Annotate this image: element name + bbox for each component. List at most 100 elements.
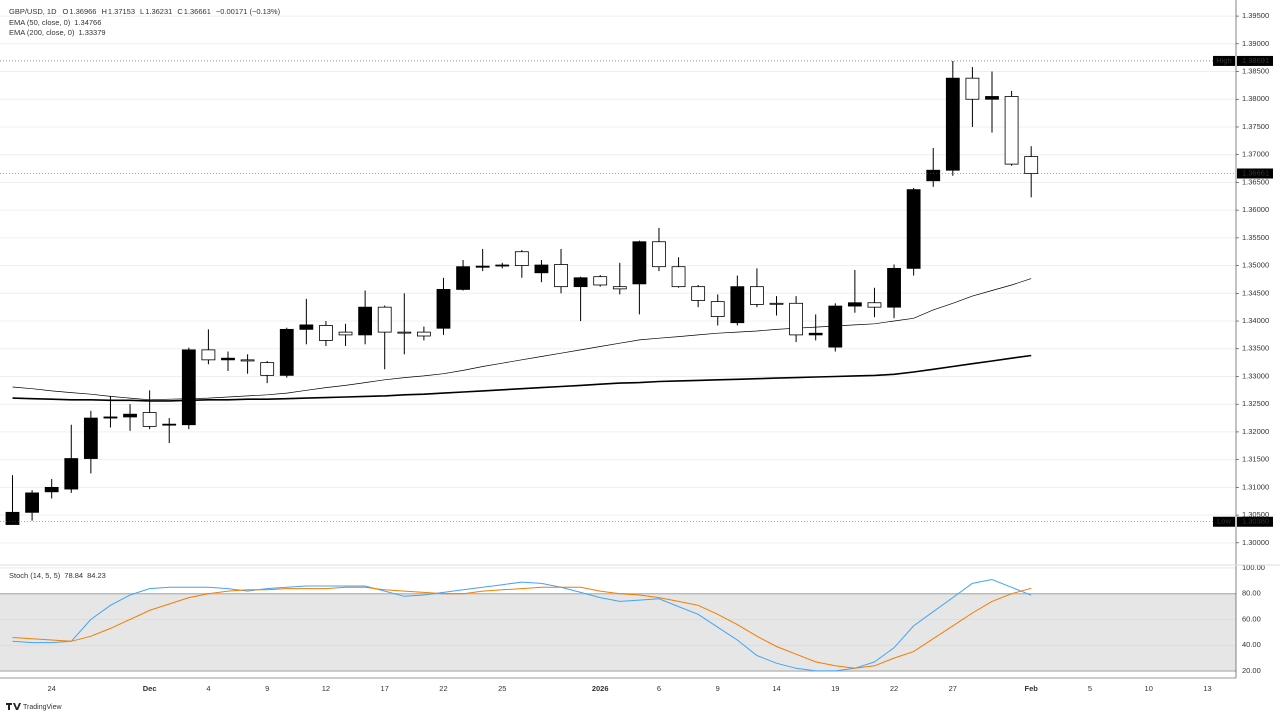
watermark-text: TradingView [23,704,62,711]
x-tick-label: 10 [1145,684,1153,693]
candle-body [416,331,431,337]
candle-body [710,301,725,317]
y-tick-label: 1.38500 [1242,67,1269,76]
marker-value-tag [1237,55,1273,66]
candle-body [612,286,627,290]
candle-body [142,412,157,427]
candle-body [319,325,333,341]
x-tick-label: 19 [831,684,839,693]
candle-body [162,423,177,426]
candle-body [475,265,490,268]
logo [6,703,21,710]
candle-body [593,276,608,286]
marker-label: Low [1217,517,1231,526]
candle-body [632,241,647,285]
candle-body [221,357,235,361]
candle-body [338,331,353,336]
candle-body [397,331,412,334]
last-price-tag [1237,168,1273,179]
candle-body [887,267,901,308]
x-tick-label: 14 [772,684,780,693]
ohlc-value: 1.36661 [184,7,211,16]
candle-body [44,486,59,493]
y-tick-label: 1.30000 [1242,538,1269,547]
legend-name: EMA (200, close, 0) [9,28,75,37]
marker-label: High [1216,56,1231,65]
x-tick-label: 25 [498,684,506,693]
candle-body [299,324,314,330]
candle-body [554,264,568,288]
y-tick-label: 80.00 [1242,589,1261,598]
candle-body [534,264,549,274]
candle-body [985,96,999,100]
symbol: GBP/USD, 1D [9,7,57,16]
y-tick-label: 100.00 [1242,563,1265,572]
ohlc-key: L [140,7,144,16]
candle-body [5,511,20,525]
watermark: TradingView [6,703,62,711]
y-tick-label: 20.00 [1242,666,1261,675]
ohlc-value: 1.37153 [108,7,135,16]
change: −0.00171 (−0.13%) [216,7,281,16]
x-tick-label: 4 [206,684,210,693]
indicator-value: 78.84 [64,571,83,580]
y-tick-label: 1.32000 [1242,427,1269,436]
x-tick-label: 9 [716,684,720,693]
candle-body [828,305,843,348]
candle-body [123,413,137,418]
legend-value: 1.33379 [78,28,105,37]
x-tick-label: 12 [322,684,330,693]
candle-body [847,302,862,307]
candle-body [691,286,706,301]
legend-value: 1.34766 [74,18,101,27]
indicator-title: Stoch (14, 5, 5) [9,571,61,580]
candle-body [25,492,39,513]
candle-body [769,302,784,305]
x-tick-label: 13 [1203,684,1211,693]
x-tick-label: 24 [48,684,56,693]
candle-body [808,332,823,336]
candle-body [181,349,196,426]
ohlc-key: O [63,7,69,16]
marker-value-tag [1237,516,1273,527]
y-tick-label: 1.33500 [1242,344,1269,353]
candle-body [906,189,921,269]
candle-body [750,286,764,305]
y-tick-label: 1.33000 [1242,371,1269,380]
marker-tag [1213,516,1235,527]
x-tick-label: Feb [1025,684,1039,693]
y-tick-label: 1.38000 [1242,94,1269,103]
plot: 1.39500 1.39000 1.38500 1.38000 1.37500 1.370… [0,7,1273,693]
candle-body [436,289,451,329]
candle-body [652,241,666,268]
candle-body [1004,96,1019,165]
x-tick-label: 22 [439,684,447,693]
candle-body [730,286,745,324]
candle-body [83,417,98,459]
y-tick-label: 1.39500 [1242,11,1269,20]
candle-body [64,458,79,490]
y-tick-label: 40.00 [1242,640,1261,649]
candle-body [240,359,255,362]
ohlc-key: H [101,7,106,16]
marker-value: 1.30380 [1242,517,1269,526]
y-tick-label: 1.34500 [1242,288,1269,297]
y-tick-label: 1.32500 [1242,399,1269,408]
candle-body [1024,156,1039,174]
ohlc-key: C [177,7,183,16]
y-tick-label: 1.36500 [1242,177,1269,186]
x-tick-label: 17 [381,684,389,693]
ohlc-value: 1.36966 [69,7,96,16]
marker-tag [1213,55,1235,66]
line-series [12,586,1032,669]
legend-name: EMA (50, close, 0) [9,18,71,27]
y-tick-label: 1.30500 [1242,510,1269,519]
x-tick-label: 22 [890,684,898,693]
x-tick-label: 2026 [592,684,609,693]
y-tick-label: 1.39000 [1242,39,1269,48]
last-price-label: 1.36661 [1242,168,1269,177]
x-tick-label: 5 [1088,684,1092,693]
candle-body [377,306,392,333]
y-tick-label: 1.31000 [1242,482,1269,491]
